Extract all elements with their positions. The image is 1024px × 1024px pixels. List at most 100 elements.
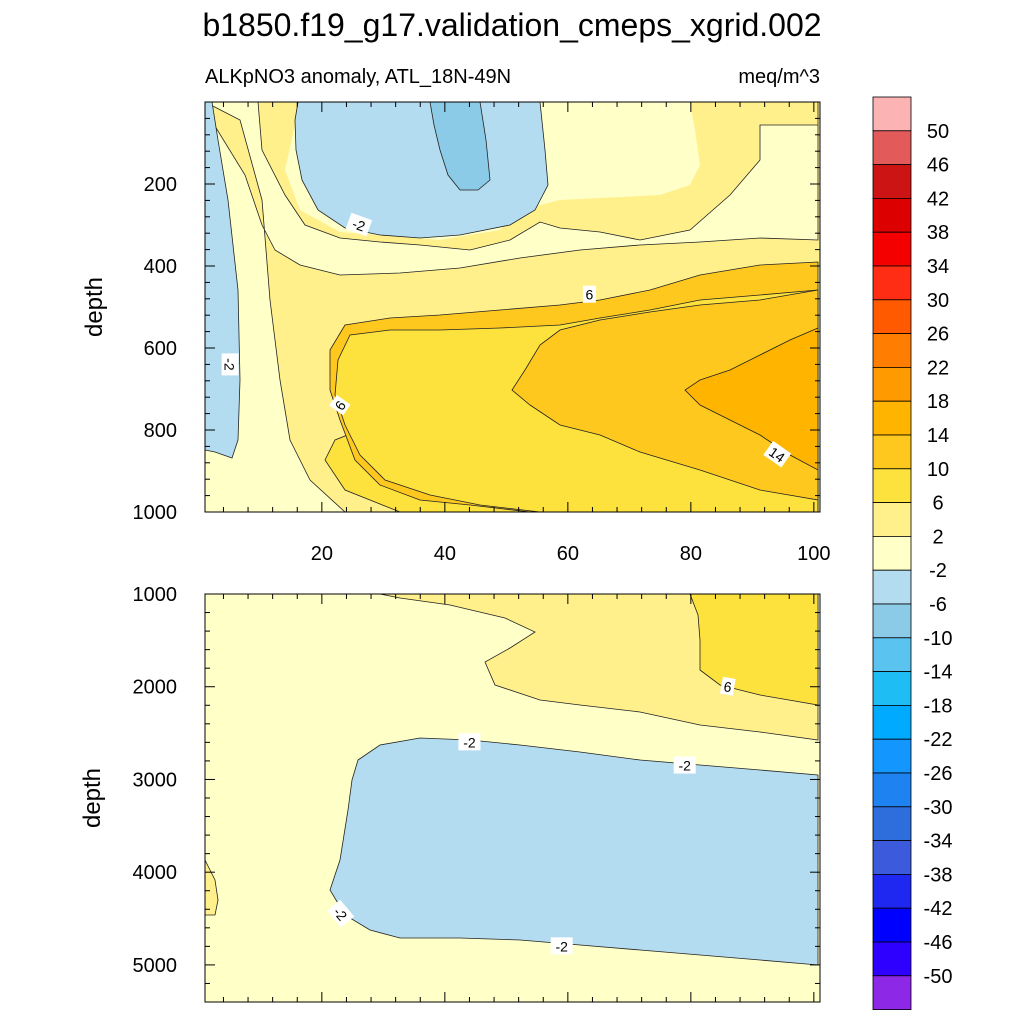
colorbar-label: 50 [927, 121, 949, 143]
colorbar-label: 34 [927, 256, 949, 278]
colorbar-label: -2 [929, 560, 947, 582]
lower-y-axis-label: depth [79, 768, 106, 828]
contour-label: 6 [719, 676, 736, 696]
contour-label: -2 [673, 756, 696, 774]
contour-label-bg [582, 285, 596, 303]
contour-label-text: -2 [678, 758, 691, 774]
contour-label: -2 [221, 353, 239, 376]
colorbar-label: -26 [924, 763, 953, 785]
y-tick-label: 400 [144, 256, 177, 278]
contour-label: -2 [550, 937, 573, 955]
lower-panel-contours [205, 594, 820, 1002]
x-tick-label: 100 [797, 543, 830, 565]
colorbar-box [872, 941, 912, 977]
lower-fill-sliver [205, 859, 219, 916]
x-tick-label: 20 [311, 543, 333, 565]
contour-label: 6 [582, 285, 596, 303]
colorbar-box [872, 536, 912, 571]
x-tick-label: 60 [557, 543, 579, 565]
contour-label-bg [329, 394, 351, 416]
colorbar-label: 6 [932, 493, 943, 515]
colorbar-label: 46 [927, 155, 949, 177]
colorbar-box [872, 265, 912, 301]
chart-subtitle-left: ALKpNO3 anomaly, ATL_18N-49N [205, 66, 511, 88]
colorbar-box [872, 366, 912, 402]
y-tick-label: 4000 [133, 862, 178, 884]
upper-panel-contours [205, 102, 820, 512]
colorbar-box [872, 299, 912, 334]
colorbar-box [872, 705, 912, 740]
colorbar-label: 10 [927, 459, 949, 481]
lower-fill-blue [329, 737, 819, 966]
colorbar-label: -10 [924, 628, 953, 650]
contour-label-bg [550, 937, 573, 955]
contour-label: -2 [345, 212, 373, 237]
colorbar-box [872, 840, 912, 875]
colorbar-box [872, 806, 912, 841]
colorbar-label: -14 [924, 662, 953, 684]
contour-labels: -2 6 -2 6 14 6 -2 -2 -2 -2 [221, 212, 792, 955]
upper-fill-cream [205, 102, 819, 512]
colorbar-box [872, 874, 912, 909]
colorbar-box [872, 400, 912, 436]
y-tick-label: 5000 [133, 955, 178, 977]
colorbar-box [872, 975, 912, 1010]
y-tick-label: 3000 [133, 769, 178, 791]
upper-fill-blue-deep [429, 102, 491, 191]
contour-label-bg [345, 212, 373, 237]
colorbar-label: -34 [924, 831, 953, 853]
colorbar-box [872, 197, 912, 233]
contour-label-text: 6 [723, 678, 734, 695]
contour-label-text: -2 [222, 358, 238, 371]
colorbar-box [872, 569, 912, 605]
upper-fill-orange [684, 327, 819, 471]
colorbar: 50 46 42 38 34 30 26 22 18 14 10 6 2 -2 -6 -10 -14 -18 -22… [872, 96, 953, 1010]
colorbar-box [872, 468, 912, 503]
contour-label-bg [719, 676, 736, 696]
contour-label: -2 [327, 899, 355, 928]
colorbar-box [872, 434, 912, 470]
y-tick-label: 1000 [133, 502, 178, 524]
contour-label-text: -2 [350, 215, 367, 234]
contour-label-bg [458, 733, 481, 751]
colorbar-label: 42 [927, 188, 949, 210]
colorbar-box [872, 772, 912, 808]
y-tick-label: 1000 [133, 584, 178, 606]
colorbar-box [872, 96, 912, 132]
colorbar-box [872, 603, 912, 639]
colorbar-label: -30 [924, 797, 953, 819]
colorbar-label: 14 [927, 425, 949, 447]
colorbar-label: 2 [932, 526, 943, 548]
x-tick-label: 40 [434, 543, 456, 565]
x-tick-label: 80 [680, 543, 702, 565]
colorbar-label: -46 [924, 932, 953, 954]
colorbar-box [872, 130, 912, 166]
y-tick-label: 2000 [133, 677, 178, 699]
colorbar-box [872, 637, 912, 672]
upper-fill-gold-inner [511, 289, 819, 512]
colorbar-label: 18 [927, 391, 949, 413]
contour-label-bg [673, 756, 696, 774]
colorbar-box [872, 738, 912, 774]
colorbar-label: 22 [927, 357, 949, 379]
colorbar-label: -42 [924, 898, 953, 920]
contour-label: 6 [329, 394, 351, 416]
y-tick-label: 600 [144, 338, 177, 360]
y-tick-label: 800 [144, 420, 177, 442]
upper-panel-axes: 20 40 60 80 100 200 400 600 800 1000 [133, 101, 831, 565]
contour-label-text: -2 [555, 938, 568, 954]
colorbar-label: -22 [924, 729, 953, 751]
contour-label-bg [763, 440, 792, 468]
upper-panel-frame [204, 101, 821, 513]
chart-subtitle-right: meq/m^3 [738, 66, 820, 88]
colorbar-box [872, 502, 912, 537]
colorbar-label: -6 [929, 594, 947, 616]
colorbar-box [872, 231, 912, 267]
colorbar-box [872, 333, 912, 368]
contour-label-bg [327, 899, 355, 928]
colorbar-label: -38 [924, 864, 953, 886]
contour-label-text: 6 [585, 287, 593, 303]
contour-label-bg [221, 353, 239, 376]
chart-title: b1850.f19_g17.validation_cmeps_xgrid.002 [202, 7, 821, 43]
colorbar-box [872, 164, 912, 199]
